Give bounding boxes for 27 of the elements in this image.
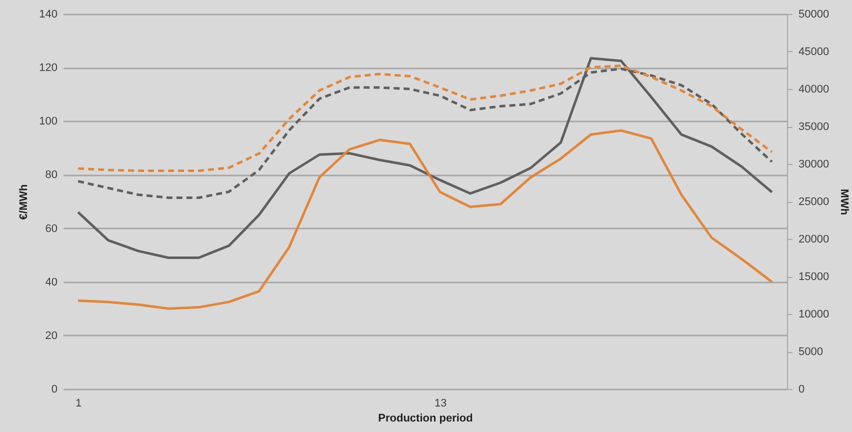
- x-tick-label: 13: [434, 398, 447, 410]
- line-series: [76, 56, 774, 259]
- y-tick-label: 60: [45, 222, 58, 235]
- y2-tick-label: 30000: [798, 158, 830, 170]
- y-tick-label: 40: [45, 276, 58, 288]
- y2-tick-label: 50000: [798, 8, 830, 20]
- y-tick-label: 80: [45, 169, 58, 182]
- line-series: [76, 129, 774, 310]
- y2-tick-label: 15000: [798, 271, 830, 283]
- y2-axis-title: MWh: [838, 188, 850, 216]
- y-tick-label: 0: [51, 384, 58, 396]
- y-tick-label: 100: [39, 116, 58, 128]
- x-axis-title: Production period: [378, 412, 473, 424]
- line-series: [76, 64, 774, 172]
- y2-tick-label: 45000: [798, 46, 830, 58]
- y-tick-label: 20: [45, 330, 58, 342]
- y2-tick-label: 25000: [798, 196, 830, 208]
- y2-tick-label: 5000: [798, 346, 823, 358]
- x-tick-label: 1: [76, 398, 82, 410]
- y-axis-title: €/MWh: [18, 184, 30, 220]
- y2-tick-label: 40000: [798, 84, 830, 96]
- y-tick-label: 120: [39, 62, 58, 74]
- y2-tick-label: 0: [798, 384, 805, 396]
- y2-tick-label: 20000: [798, 234, 830, 246]
- y2-tick-label: 10000: [798, 308, 830, 320]
- y-tick-label: 140: [39, 8, 58, 20]
- y2-tick-label: 35000: [798, 121, 830, 133]
